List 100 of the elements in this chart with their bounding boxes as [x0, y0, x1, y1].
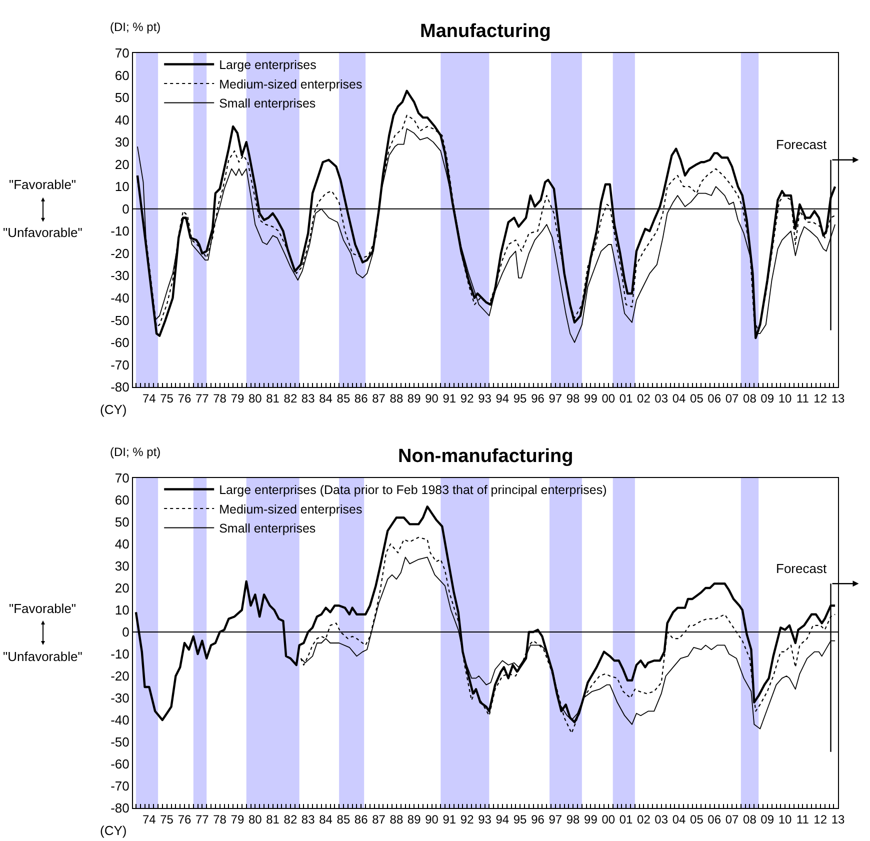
y-tick-label: -60 [110, 335, 130, 350]
x-tick-label: 76 [178, 812, 192, 826]
x-tick-label: 04 [672, 391, 686, 406]
x-tick-label: 10 [778, 391, 792, 406]
ref-line-label: Forecast [776, 561, 827, 576]
x-tick-label: 82 [284, 391, 298, 406]
x-tick-label: 96 [531, 391, 545, 406]
x-tick-label: 79 [230, 391, 244, 406]
y-tick-label: 70 [114, 46, 130, 61]
x-tick-label: 98 [566, 391, 580, 406]
x-tick-label: 83 [301, 391, 316, 406]
x-tick-label: 98 [566, 812, 580, 826]
x-tick-label: 84 [319, 391, 333, 406]
y-tick-label: 30 [114, 134, 130, 150]
x-tick-label: 89 [407, 812, 422, 826]
x-tick-label: 08 [743, 391, 757, 406]
x-tick-label: 91 [442, 391, 456, 406]
x-tick-label: 07 [725, 391, 739, 406]
y-axis-title: (DI; % pt) [110, 445, 161, 459]
y-tick-label: 0 [122, 201, 130, 216]
x-tick-label: 89 [407, 391, 422, 406]
x-tick-label: 91 [442, 812, 456, 826]
x-tick-label: 04 [672, 812, 686, 826]
x-tick-label: 97 [548, 812, 562, 826]
x-tick-label: 92 [460, 391, 474, 406]
x-tick-label: 80 [248, 812, 262, 826]
x-tick-label: 06 [708, 391, 722, 406]
y-tick-label: -50 [110, 312, 130, 328]
x-tick-label: 05 [690, 812, 704, 826]
x-tick-label: 08 [743, 812, 757, 826]
x-tick-label: 87 [372, 391, 386, 406]
x-tick-label: 10 [778, 812, 792, 826]
x-tick-label: 81 [266, 391, 280, 406]
chart-title: Non-manufacturing [398, 446, 574, 467]
x-tick-label: 94 [496, 391, 510, 406]
x-tick-label: 80 [248, 391, 262, 406]
y-tick-label: 60 [114, 68, 130, 83]
x-tick-label: 03 [654, 391, 668, 406]
y-tick-label: 70 [114, 470, 130, 486]
x-tick-label: 95 [513, 391, 528, 406]
x-tick-label: 99 [584, 812, 598, 826]
x-tick-label: 92 [460, 812, 474, 826]
x-tick-label: 90 [425, 391, 439, 406]
y-tick-label: 30 [114, 558, 130, 574]
x-tick-label: 09 [760, 391, 774, 406]
y-tick-label: -30 [110, 268, 130, 284]
x-tick-label: 77 [195, 812, 210, 826]
x-tick-label: 86 [354, 391, 368, 406]
chart-title: Manufacturing [420, 21, 551, 42]
legend-label: Medium-sized enterprises [219, 502, 362, 516]
y-tick-label: 20 [114, 580, 130, 596]
text: "Favorable" [9, 177, 76, 192]
x-tick-label: 94 [496, 812, 510, 826]
x-tick-label: 88 [390, 812, 404, 826]
x-tick-label: 93 [478, 812, 492, 826]
x-tick-label: 02 [637, 391, 651, 406]
y-axis-title: (DI; % pt) [110, 20, 161, 34]
x-tick-label: 84 [319, 812, 333, 826]
legend-label: Small enterprises [219, 522, 316, 536]
legend-label: Large enterprises (Data prior to Feb 1983 that of principal enterprises) [219, 483, 607, 498]
x-tick-label: 13 [831, 391, 845, 406]
y-tick-label: 60 [114, 492, 130, 508]
text: "Unfavorable" [3, 649, 83, 664]
y-tick-label: -20 [110, 246, 130, 261]
legend-label: Small enterprises [219, 96, 316, 111]
y-tick-label: -10 [110, 224, 130, 239]
y-tick-label: -10 [110, 646, 130, 662]
x-tick-label: 13 [831, 812, 845, 826]
x-tick-label: 74 [142, 391, 156, 406]
x-tick-label: 02 [637, 812, 651, 826]
x-tick-label: 95 [513, 812, 528, 826]
x-tick-label: 74 [142, 812, 156, 826]
y-tick-label: -60 [110, 756, 130, 772]
x-tick-label: 77 [195, 391, 210, 406]
x-tick-label: 97 [548, 391, 562, 406]
x-tick-label: 90 [425, 812, 439, 826]
y-tick-label: 10 [114, 179, 130, 194]
x-tick-label: 00 [602, 812, 616, 826]
x-tick-label: 76 [178, 391, 192, 406]
x-tick-label: 87 [372, 812, 386, 826]
x-tick-label: 12 [814, 391, 828, 406]
y-tick-label: -50 [110, 734, 130, 750]
ref-line-label: Forecast [776, 137, 827, 152]
x-tick-label: 00 [602, 391, 616, 406]
x-tick-label: 86 [354, 812, 368, 826]
x-tick-label: 88 [390, 391, 404, 406]
y-tick-label: 50 [114, 514, 130, 530]
y-tick-label: 20 [114, 156, 130, 172]
y-tick-label: -70 [110, 357, 130, 372]
y-tick-label: 50 [114, 90, 130, 106]
x-tick-label: 03 [654, 812, 668, 826]
x-tick-label: 05 [690, 391, 704, 406]
x-tick-label: 11 [796, 391, 810, 406]
x-tick-label: 83 [301, 812, 316, 826]
y-tick-label: -80 [110, 380, 130, 395]
y-tick-label: 0 [122, 624, 130, 640]
x-tick-label: 85 [336, 812, 350, 826]
y-tick-label: 10 [114, 602, 130, 618]
text: "Unfavorable" [3, 225, 83, 240]
x-tick-label: 78 [213, 812, 227, 826]
